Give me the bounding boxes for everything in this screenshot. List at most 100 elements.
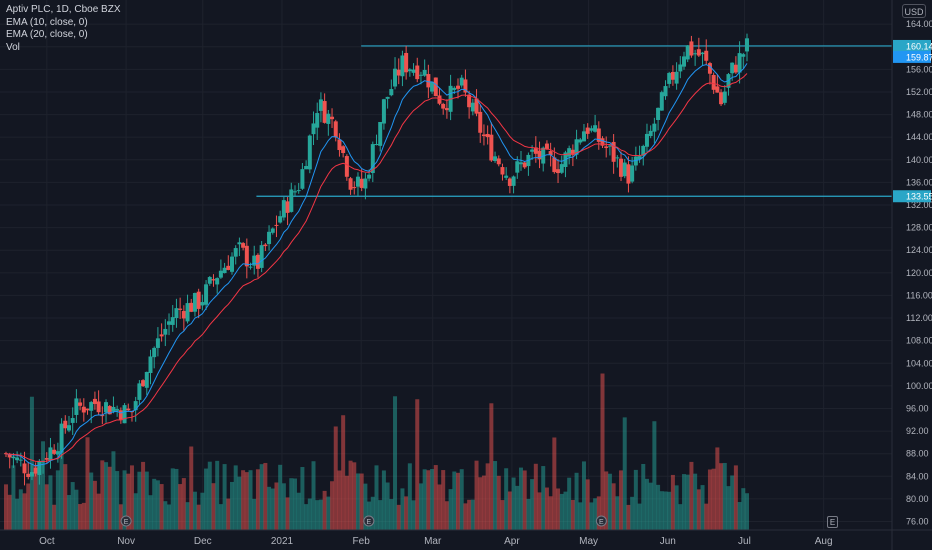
volume-bar [341,415,346,530]
volume-bar [359,473,364,530]
candle-body [485,133,490,138]
volume-bar [378,500,383,530]
currency-button[interactable]: USD [902,4,926,18]
ema20-label[interactable]: EMA (20, close, 0) [6,29,88,40]
candle-body [648,130,653,137]
volume-bar [252,498,257,530]
volume-bar [326,496,331,530]
volume-bar [619,470,624,530]
volume-bar [685,474,690,530]
volume-bar [515,485,520,530]
candle-body [511,176,516,186]
candle-body [567,148,572,157]
candle-body [411,69,416,73]
candle-body [33,467,38,474]
symbol-title[interactable]: Aptiv PLC, 1D, Cboe BZX [6,4,121,15]
volume-bar [630,496,635,530]
price-badge-label: 160.14 [906,41,932,51]
volume-bar [433,465,438,530]
volume-bar [467,499,472,530]
candle-body [96,401,101,413]
y-tick-label: 140.00 [906,155,932,165]
volume-bar [352,462,357,530]
volume-bar [374,465,379,530]
candle-body [18,459,23,461]
candle-body [126,408,131,411]
volume-bar [285,497,290,530]
candle-body [682,56,687,67]
candle-body [159,334,164,337]
volume-bar [537,492,542,530]
volume-bar [644,478,649,530]
volume-bar [289,478,294,530]
y-tick-label: 100.00 [906,381,932,391]
candlesticks [4,33,749,486]
volume-bar [237,476,242,530]
candle-body [4,453,8,455]
volume-bar [641,463,646,530]
candle-body [707,63,712,74]
volume-bar [656,484,661,530]
candle-body [548,151,553,156]
candle-body [533,147,538,154]
candle-body [733,64,738,73]
earnings-badge[interactable]: E [827,516,838,528]
candle-body [385,96,390,99]
y-tick-label: 128.00 [906,223,932,233]
volume-bar [711,468,716,530]
candle-body [518,162,523,165]
volume-bar [719,463,724,530]
volume-bar [163,501,168,530]
earnings-marker-label: E [124,519,129,526]
candle-body [52,449,57,454]
volume-bar [415,399,420,530]
candle-body [200,302,205,306]
volume-bar [337,470,342,530]
volume-bar [493,461,498,530]
candle-body [719,92,724,105]
ema10-label[interactable]: EMA (10, close, 0) [6,16,88,28]
volume-bar [255,469,260,530]
candle-body [167,321,172,325]
candle-body [704,50,709,61]
candle-body [152,347,157,358]
candle-body [255,254,260,269]
volume-bar [489,403,494,530]
candle-body [137,383,142,400]
candle-body [452,87,457,90]
candle-body [463,79,468,93]
candle-body [311,123,316,135]
candle-body [304,165,309,170]
candle-body [292,191,297,193]
candle-body [278,216,283,223]
candle-body [374,144,379,146]
candle-body [163,328,168,335]
volume-bar [152,478,157,530]
candle-body [330,116,335,120]
volume-bar [26,483,31,530]
volume-bar [670,474,675,530]
candle-body [285,201,290,213]
candle-body [85,408,90,411]
volume-bar [522,470,527,530]
candle-body [478,111,483,133]
volume-bar [196,504,201,530]
volume-bar [570,499,575,530]
candle-body [430,81,435,92]
volume-bar [611,483,616,530]
volume-bar [607,473,612,530]
horizontal-levels[interactable] [256,45,892,197]
volume-bar [470,499,475,530]
volume-bar [296,492,301,530]
volume-label[interactable]: Vol [6,41,20,53]
volume-bar [115,471,120,530]
y-tick-label: 136.00 [906,177,932,187]
candle-body [241,243,246,248]
candle-body [63,420,68,429]
x-tick-label: Mar [424,536,442,547]
candle-body [559,164,564,173]
volume-bar [55,470,60,530]
volume-bar [411,500,416,530]
